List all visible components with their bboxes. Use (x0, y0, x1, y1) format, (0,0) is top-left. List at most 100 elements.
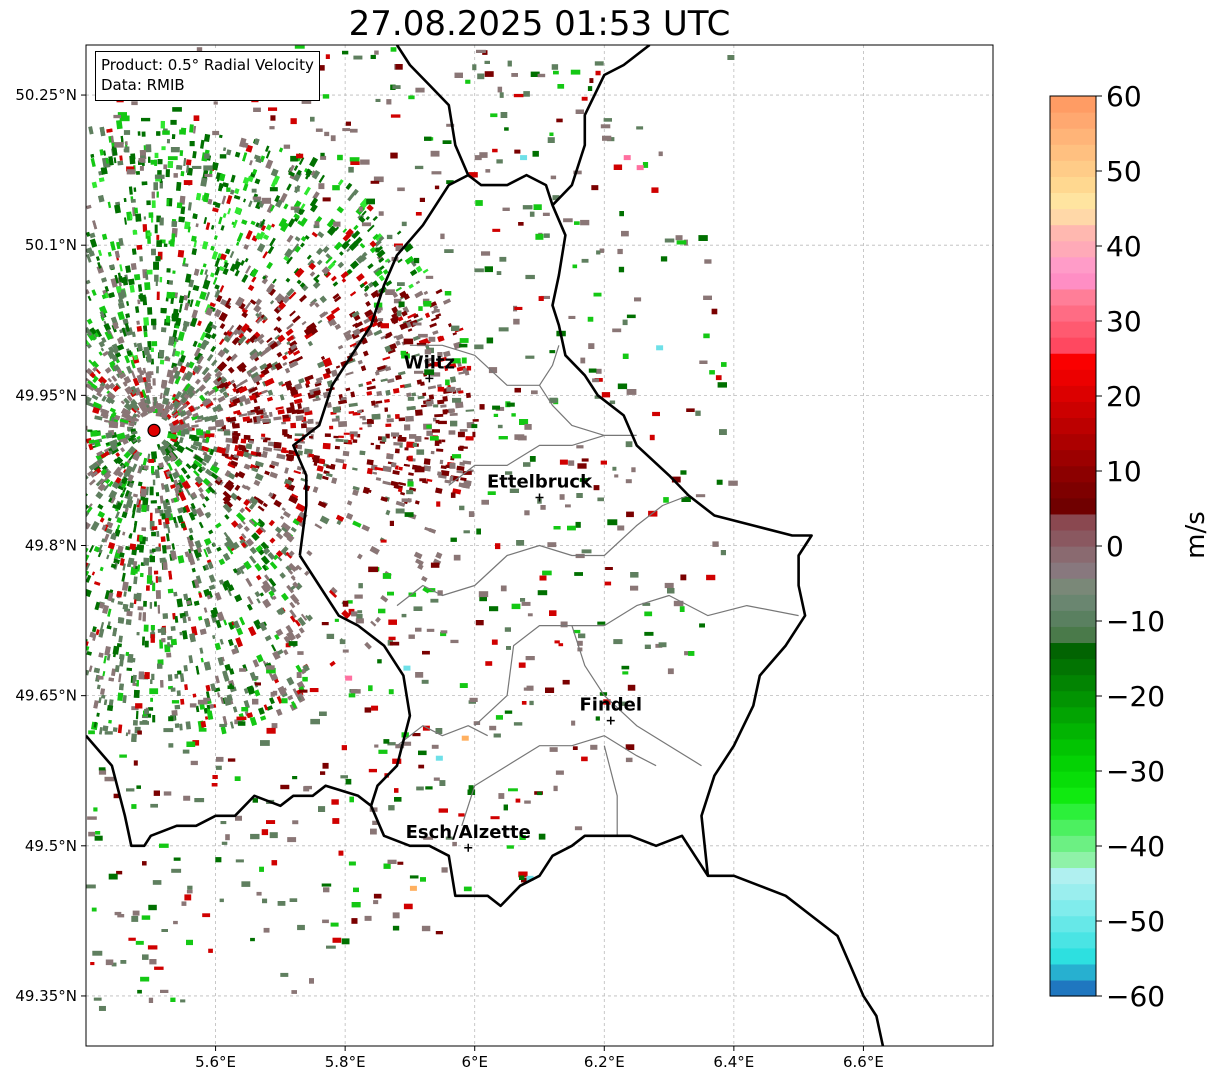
colorbar-segment (1050, 706, 1096, 724)
colorbar-segment (1050, 369, 1096, 386)
colorbar-segment (1050, 192, 1096, 210)
colorbar-segment (1050, 947, 1096, 965)
y-tick-label: 50.25°N (15, 86, 77, 104)
colorbar-segment (1050, 449, 1096, 467)
city-label: Ettelbruck (487, 471, 593, 492)
x-tick-label: 6.6°E (843, 1053, 884, 1071)
city-marker (464, 843, 473, 852)
country-borders (86, 45, 885, 1046)
colorbar-segment (1050, 642, 1096, 660)
colorbar-segment (1050, 578, 1096, 595)
x-tick-label: 6°E (461, 1053, 488, 1071)
colorbar-segment (1050, 112, 1096, 129)
colorbar-segment (1050, 128, 1096, 145)
city-markers: Wiltz Ettelbruck Findel Esch/Alzette (404, 352, 642, 852)
canton-border (538, 345, 560, 386)
product-label: Product: 0.5° Radial Velocity (101, 56, 314, 74)
canton-border (409, 344, 605, 436)
y-tick-label: 49.65°N (15, 687, 77, 705)
colorbar-tick-label: 50 (1106, 155, 1142, 188)
colorbar-segment (1050, 96, 1096, 113)
colorbar-segment (1050, 208, 1096, 226)
colorbar-segment (1050, 465, 1096, 483)
radar-site (147, 423, 161, 437)
colorbar-segment (1050, 674, 1096, 692)
y-tick-label: 50.1°N (25, 236, 77, 254)
x-tick-label: 6.4°E (713, 1053, 754, 1071)
city-marker (535, 493, 544, 502)
colorbar-segment (1050, 722, 1096, 740)
colorbar-segment (1050, 256, 1096, 274)
city-label: Wiltz (404, 352, 455, 373)
colorbar-segment (1050, 594, 1096, 611)
colorbar-segment (1050, 353, 1096, 370)
country-border (395, 45, 470, 176)
colorbar-segment (1050, 417, 1096, 435)
colorbar-segment (1050, 433, 1096, 451)
data-source-label: Data: RMIB (101, 76, 185, 94)
colorbar-segment (1050, 819, 1096, 836)
colorbar-segment (1050, 144, 1096, 161)
colorbar-unit-label: m/s (1180, 511, 1207, 559)
colorbar-segment (1050, 835, 1096, 852)
colorbar-tick-label: 60 (1106, 80, 1142, 113)
city-label: Esch/Alzette (406, 822, 531, 843)
colorbar-segment (1050, 915, 1096, 933)
colorbar-segment (1050, 883, 1096, 901)
city-marker (425, 374, 434, 383)
colorbar-segment (1050, 626, 1096, 644)
colorbar-segment (1050, 304, 1096, 322)
colorbar-segment (1050, 240, 1096, 258)
colorbar-segment (1050, 787, 1096, 804)
colorbar-tick-label: −50 (1106, 905, 1165, 938)
colorbar-segment (1050, 385, 1096, 402)
colorbar-segment (1050, 754, 1096, 772)
colorbar-segment (1050, 546, 1096, 563)
axis-ticks: 5.6°E 5.8°E 6°E 6.2°E 6.4°E 6.6°E 50.25°N 50.1°… (15, 86, 884, 1071)
colorbar-segment (1050, 658, 1096, 676)
x-tick-label: 5.8°E (325, 1053, 366, 1071)
canton-border (396, 725, 488, 747)
colorbar-segment (1050, 160, 1096, 177)
colorbar-segment (1050, 610, 1096, 627)
colorbar: 60 50 40 30 20 10 0 −10 −20 −30 −40 −50 −60 (1049, 80, 1165, 1013)
colorbar-segment (1050, 401, 1096, 419)
y-tick-label: 49.5°N (25, 837, 77, 855)
colorbar-segment (1050, 224, 1096, 242)
x-tick-label: 6.2°E (584, 1053, 625, 1071)
colorbar-tick-label: −60 (1106, 980, 1165, 1013)
canton-borders (396, 344, 799, 836)
colorbar-segment (1050, 979, 1096, 997)
x-tick-label: 5.6°E (195, 1053, 236, 1071)
colorbar-segment (1050, 288, 1096, 306)
colorbar-segment (1050, 931, 1096, 949)
colorbar-segment (1050, 867, 1096, 885)
country-border (551, 45, 651, 207)
colorbar-segment (1050, 690, 1096, 708)
y-tick-label: 49.8°N (25, 537, 77, 555)
colorbar-segment (1050, 176, 1096, 194)
colorbar-tick-label: 0 (1106, 530, 1124, 563)
colorbar-segment (1050, 321, 1096, 338)
product-info-box: Product: 0.5° Radial Velocity Data: RMIB (95, 51, 320, 101)
y-tick-label: 49.95°N (15, 386, 77, 404)
colorbar-tick-label: 10 (1106, 455, 1142, 488)
colorbar-segment (1050, 899, 1096, 917)
canton-border (603, 745, 618, 836)
colorbar-segment (1050, 513, 1096, 531)
colorbar-segment (1050, 481, 1096, 499)
colorbar-tick-label: 30 (1106, 305, 1142, 338)
country-border (86, 734, 885, 1046)
radar-site-marker (147, 423, 161, 437)
city-label: Findel (579, 695, 642, 716)
colorbar-segment (1050, 529, 1096, 547)
colorbar-segment (1050, 337, 1096, 354)
canton-border (396, 494, 689, 607)
colorbar-segment (1050, 738, 1096, 756)
colorbar-segment (1050, 272, 1096, 290)
country-border (292, 173, 813, 876)
colorbar-segment (1050, 851, 1096, 869)
colorbar-tick-label: −10 (1106, 605, 1165, 638)
canton-border (474, 594, 799, 727)
map-title: 27.08.2025 01:53 UTC (348, 4, 731, 44)
